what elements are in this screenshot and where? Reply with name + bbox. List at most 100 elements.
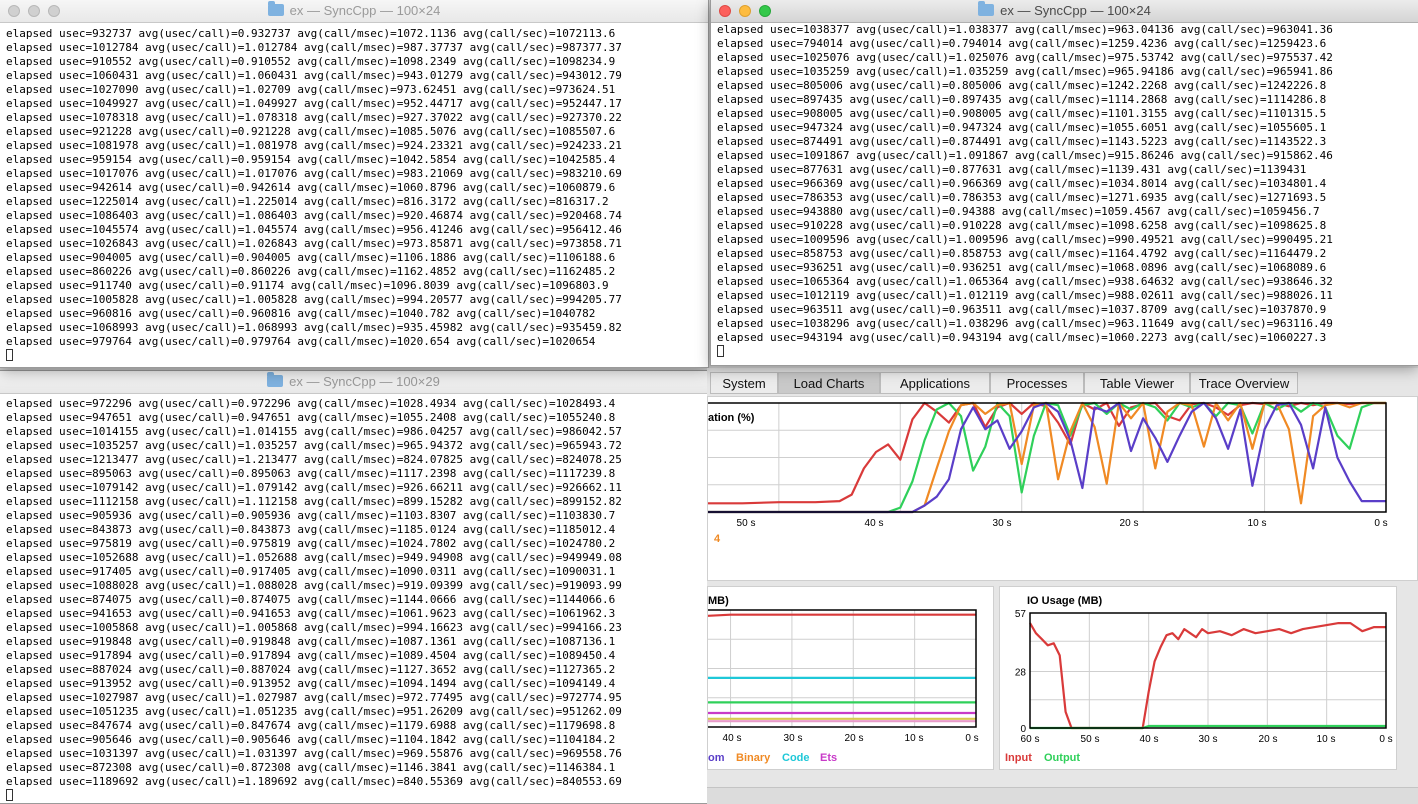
- terminal-line: elapsed usec=904005 avg(usec/call)=0.904…: [6, 251, 616, 264]
- chart-title: IO Usage (MB): [1027, 595, 1103, 607]
- terminal-line: elapsed usec=921228 avg(usec/call)=0.921…: [6, 125, 616, 138]
- terminal-line: elapsed usec=917894 avg(usec/call)=0.917…: [6, 649, 616, 662]
- terminal-line: elapsed usec=1051235 avg(usec/call)=1.05…: [6, 705, 622, 718]
- zoom-button[interactable]: [48, 5, 60, 17]
- y-tick-label: 57: [1015, 609, 1027, 620]
- terminal-line: elapsed usec=805006 avg(usec/call)=0.805…: [717, 79, 1327, 92]
- terminal-line: elapsed usec=1052688 avg(usec/call)=1.05…: [6, 551, 622, 564]
- plot-frame: [708, 402, 1387, 513]
- x-tick-label: 30 s: [993, 518, 1012, 529]
- terminal-window-top-right[interactable]: ex — SyncCpp — 100×24 elapsed usec=10383…: [711, 0, 1418, 365]
- terminal-line: elapsed usec=1060431 avg(usec/call)=1.06…: [6, 69, 622, 82]
- terminal-line: elapsed usec=932737 avg(usec/call)=0.932…: [6, 27, 616, 40]
- terminal-line: elapsed usec=919848 avg(usec/call)=0.919…: [6, 635, 616, 648]
- terminal-line: elapsed usec=1014155 avg(usec/call)=1.01…: [6, 425, 622, 438]
- terminal-cursor: [717, 345, 724, 357]
- terminal-output[interactable]: elapsed usec=932737 avg(usec/call)=0.932…: [0, 27, 708, 363]
- terminal-line: elapsed usec=1025076 avg(usec/call)=1.02…: [717, 51, 1333, 64]
- terminal-line: elapsed usec=858753 avg(usec/call)=0.858…: [717, 247, 1327, 260]
- terminal-line: elapsed usec=847674 avg(usec/call)=0.847…: [6, 719, 616, 732]
- window-title: ex — SyncCpp — 100×24: [0, 0, 708, 22]
- terminal-output[interactable]: elapsed usec=972296 avg(usec/call)=0.972…: [0, 397, 707, 803]
- terminal-line: elapsed usec=1031397 avg(usec/call)=1.03…: [6, 747, 622, 760]
- terminal-line: elapsed usec=1012784 avg(usec/call)=1.01…: [6, 41, 622, 54]
- cpu-utilization-panel: ation (%) 50 s 40 s 30 s 20 s 10 s 0 s 4: [707, 396, 1418, 581]
- folder-icon: [267, 372, 284, 387]
- cpu-utilization-chart: 50 s 40 s 30 s 20 s 10 s 0 s: [708, 401, 1388, 529]
- terminal-line: elapsed usec=905646 avg(usec/call)=0.905…: [6, 733, 616, 746]
- terminal-line: elapsed usec=1012119 avg(usec/call)=1.01…: [717, 289, 1333, 302]
- terminal-line: elapsed usec=1049927 avg(usec/call)=1.04…: [6, 97, 622, 110]
- x-tick-label: 30 s: [1199, 734, 1218, 745]
- legend-entry: Ets: [820, 752, 838, 764]
- terminal-cursor: [6, 349, 13, 361]
- terminal-window-top-left[interactable]: ex — SyncCpp — 100×24 elapsed usec=93273…: [0, 0, 708, 367]
- x-tick-label: 50 s: [737, 518, 756, 529]
- terminal-line: elapsed usec=942614 avg(usec/call)=0.942…: [6, 181, 616, 194]
- terminal-line: elapsed usec=1038377 avg(usec/call)=1.03…: [717, 23, 1333, 36]
- plot-frame: [1029, 612, 1387, 729]
- terminal-line: elapsed usec=1079142 avg(usec/call)=1.07…: [6, 481, 622, 494]
- terminal-line: elapsed usec=910552 avg(usec/call)=0.910…: [6, 55, 616, 68]
- terminal-line: elapsed usec=960816 avg(usec/call)=0.960…: [6, 307, 596, 320]
- close-button[interactable]: [719, 5, 731, 17]
- tab-load-charts[interactable]: Load Charts: [778, 372, 880, 394]
- x-tick-label: 0 s: [1374, 518, 1387, 529]
- terminal-line: elapsed usec=943194 avg(usec/call)=0.943…: [717, 331, 1327, 344]
- x-tick-label: 0 s: [1379, 734, 1392, 745]
- x-tick-label: 10 s: [1248, 518, 1267, 529]
- terminal-line: elapsed usec=947324 avg(usec/call)=0.947…: [717, 121, 1327, 134]
- folder-icon: [978, 1, 995, 16]
- terminal-line: elapsed usec=908005 avg(usec/call)=0.908…: [717, 107, 1327, 120]
- tab-applications[interactable]: Applications: [880, 372, 990, 394]
- x-tick-label: 50 s: [1081, 734, 1100, 745]
- tab-system[interactable]: System: [710, 372, 778, 394]
- terminal-line: elapsed usec=1086403 avg(usec/call)=1.08…: [6, 209, 622, 222]
- tab-table-viewer[interactable]: Table Viewer: [1084, 372, 1190, 394]
- terminal-line: elapsed usec=1091867 avg(usec/call)=1.09…: [717, 149, 1333, 162]
- terminal-cursor: [6, 789, 13, 801]
- plot-frame: [708, 609, 977, 728]
- title-bar[interactable]: ex — SyncCpp — 100×29: [0, 371, 707, 394]
- title-bar[interactable]: ex — SyncCpp — 100×24: [711, 0, 1418, 23]
- x-tick-label: 20 s: [845, 733, 864, 744]
- observer-window[interactable]: System Load Charts Applications Processes Ta…: [707, 368, 1418, 804]
- terminal-window-bottom-left[interactable]: ex — SyncCpp — 100×29 elapsed usec=97229…: [0, 371, 707, 803]
- io-usage-panel: IO Usage (MB) 60 s 50 s 40 s 30 s 20 s 10 s 0 …: [999, 586, 1397, 770]
- window-title-text: ex — SyncCpp — 100×24: [1000, 3, 1151, 18]
- terminal-line: elapsed usec=1225014 avg(usec/call)=1.22…: [6, 195, 609, 208]
- terminal-line: elapsed usec=887024 avg(usec/call)=0.887…: [6, 663, 616, 676]
- terminal-line: elapsed usec=972296 avg(usec/call)=0.972…: [6, 397, 616, 410]
- terminal-line: elapsed usec=975819 avg(usec/call)=0.975…: [6, 537, 616, 550]
- terminal-line: elapsed usec=1065364 avg(usec/call)=1.06…: [717, 275, 1333, 288]
- zoom-button[interactable]: [759, 5, 771, 17]
- minimize-button[interactable]: [28, 5, 40, 17]
- terminal-line: elapsed usec=1035259 avg(usec/call)=1.03…: [717, 65, 1333, 78]
- terminal-line: elapsed usec=874075 avg(usec/call)=0.874…: [6, 593, 616, 606]
- minimize-button[interactable]: [739, 5, 751, 17]
- close-button[interactable]: [8, 5, 20, 17]
- window-title: ex — SyncCpp — 100×24: [711, 0, 1418, 22]
- io-usage-chart: 60 s 50 s 40 s 30 s 20 s 10 s 0 s 57 28 0: [1015, 609, 1393, 745]
- folder-icon: [267, 1, 284, 16]
- tab-trace-overview[interactable]: Trace Overview: [1190, 372, 1298, 394]
- title-bar[interactable]: ex — SyncCpp — 100×24: [0, 0, 708, 23]
- tab-processes[interactable]: Processes: [990, 372, 1084, 394]
- terminal-line: elapsed usec=843873 avg(usec/call)=0.843…: [6, 523, 616, 536]
- legend-entry: Output: [1044, 752, 1081, 764]
- y-tick-label: 28: [1015, 668, 1027, 679]
- terminal-line: elapsed usec=1045574 avg(usec/call)=1.04…: [6, 223, 622, 236]
- terminal-line: elapsed usec=877631 avg(usec/call)=0.877…: [717, 163, 1307, 176]
- x-tick-label: 40 s: [1140, 734, 1159, 745]
- terminal-line: elapsed usec=910228 avg(usec/call)=0.910…: [717, 219, 1327, 232]
- terminal-line: elapsed usec=860226 avg(usec/call)=0.860…: [6, 265, 616, 278]
- terminal-line: elapsed usec=966369 avg(usec/call)=0.966…: [717, 177, 1327, 190]
- terminal-line: elapsed usec=1005868 avg(usec/call)=1.00…: [6, 621, 622, 634]
- y-tick-label: 0: [1020, 724, 1026, 735]
- terminal-line: elapsed usec=1078318 avg(usec/call)=1.07…: [6, 111, 622, 124]
- legend-entry: Code: [782, 752, 810, 764]
- legend-entry: 4: [714, 533, 721, 545]
- terminal-line: elapsed usec=979764 avg(usec/call)=0.979…: [6, 335, 596, 348]
- terminal-output[interactable]: elapsed usec=1038377 avg(usec/call)=1.03…: [711, 23, 1418, 359]
- terminal-line: elapsed usec=874491 avg(usec/call)=0.874…: [717, 135, 1327, 148]
